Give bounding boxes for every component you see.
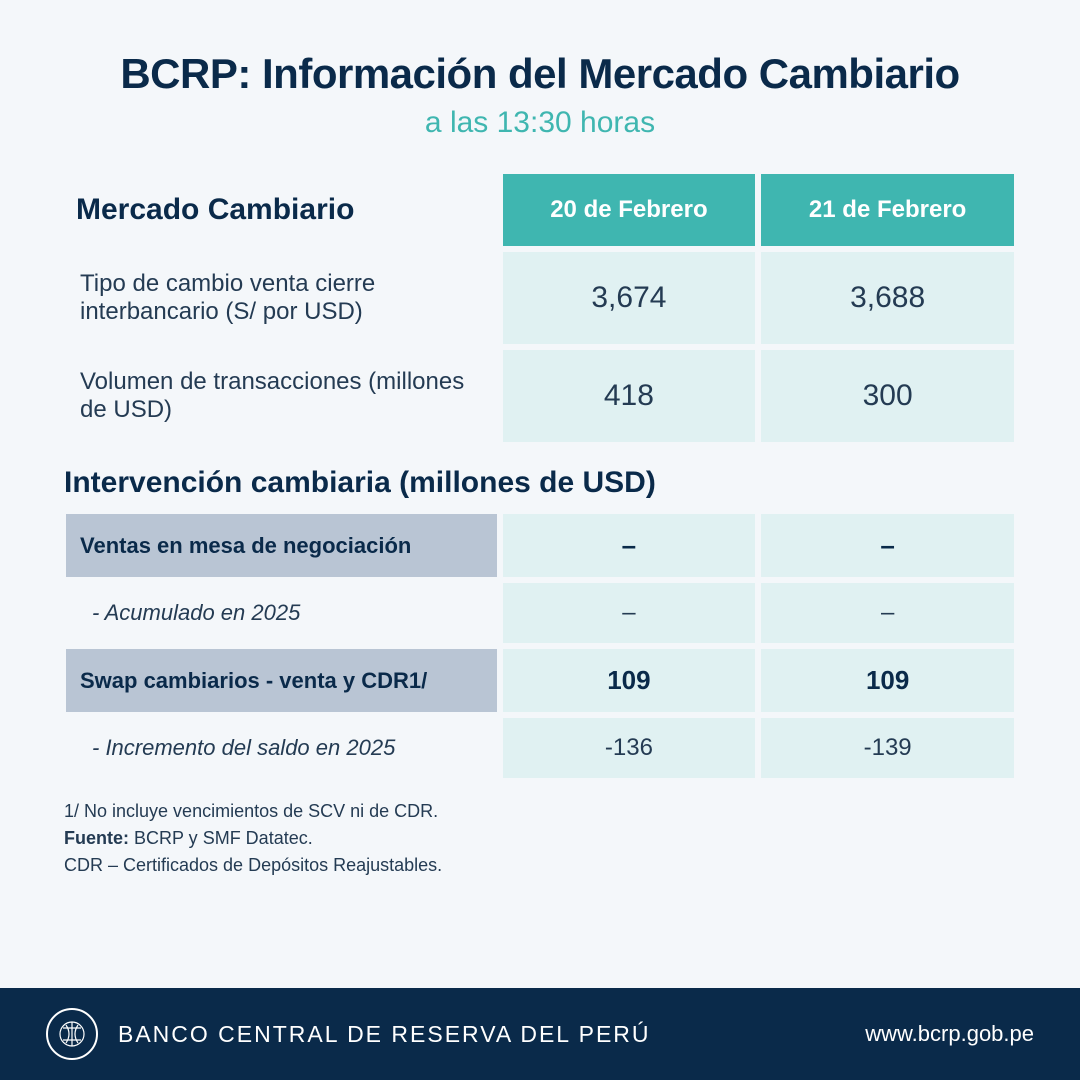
table2-row3-val0: -136 [503,718,756,778]
table1-section-label: Mercado Cambiario [66,174,497,246]
table1-date-header-1: 21 de Febrero [761,174,1014,246]
table1-row1-val1: 300 [761,350,1014,442]
table2-row2-val1: 109 [761,649,1014,712]
intervencion-table: Ventas en mesa de negociación – – - Acum… [60,508,1020,784]
table2-row0-val1: – [761,514,1014,577]
footnote-source: Fuente: BCRP y SMF Datatec. [64,825,1020,852]
footnote-line3: CDR – Certificados de Depósitos Reajusta… [64,852,1020,879]
table2-row3-val1: -139 [761,718,1014,778]
footer-bank-name: BANCO CENTRAL DE RESERVA DEL PERÚ [118,1021,651,1048]
bcrp-logo-icon [46,1008,98,1060]
table-row: - Incremento del saldo en 2025 -136 -139 [66,718,1014,778]
table1-row1-label: Volumen de transacciones (millones de US… [66,350,497,442]
table2-row2-val0: 109 [503,649,756,712]
table2-row1-val0: – [503,583,756,643]
table1-row1-val0: 418 [503,350,756,442]
table-row: Swap cambiarios - venta y CDR1/ 109 109 [66,649,1014,712]
footnote-source-label: Fuente: [64,828,129,848]
table-row: Ventas en mesa de negociación – – [66,514,1014,577]
table2-row1-label: - Acumulado en 2025 [66,583,497,643]
table-row: Volumen de transacciones (millones de US… [66,350,1014,442]
table2-row0-val0: – [503,514,756,577]
table1-row0-val1: 3,688 [761,252,1014,344]
table-row: Tipo de cambio venta cierre interbancari… [66,252,1014,344]
table2-row2-label: Swap cambiarios - venta y CDR1/ [66,649,497,712]
table1-row0-val0: 3,674 [503,252,756,344]
table2-row3-label: - Incremento del saldo en 2025 [66,718,497,778]
table-row: - Acumulado en 2025 – – [66,583,1014,643]
mercado-cambiario-table: Mercado Cambiario 20 de Febrero 21 de Fe… [60,168,1020,448]
footnote-line1: 1/ No incluye vencimientos de SCV ni de … [64,798,1020,825]
table1-date-header-0: 20 de Febrero [503,174,756,246]
table1-row0-label: Tipo de cambio venta cierre interbancari… [66,252,497,344]
table2-row0-label: Ventas en mesa de negociación [66,514,497,577]
table2-row1-val1: – [761,583,1014,643]
intervencion-heading: Intervención cambiaria (millones de USD) [64,466,1020,500]
footnote-source-text: BCRP y SMF Datatec. [129,828,313,848]
page-subtitle: a las 13:30 horas [60,106,1020,140]
footer-url: www.bcrp.gob.pe [865,1021,1034,1047]
footer: BANCO CENTRAL DE RESERVA DEL PERÚ www.bc… [0,988,1080,1080]
page-title: BCRP: Información del Mercado Cambiario [60,50,1020,98]
footnotes: 1/ No incluye vencimientos de SCV ni de … [60,798,1020,879]
